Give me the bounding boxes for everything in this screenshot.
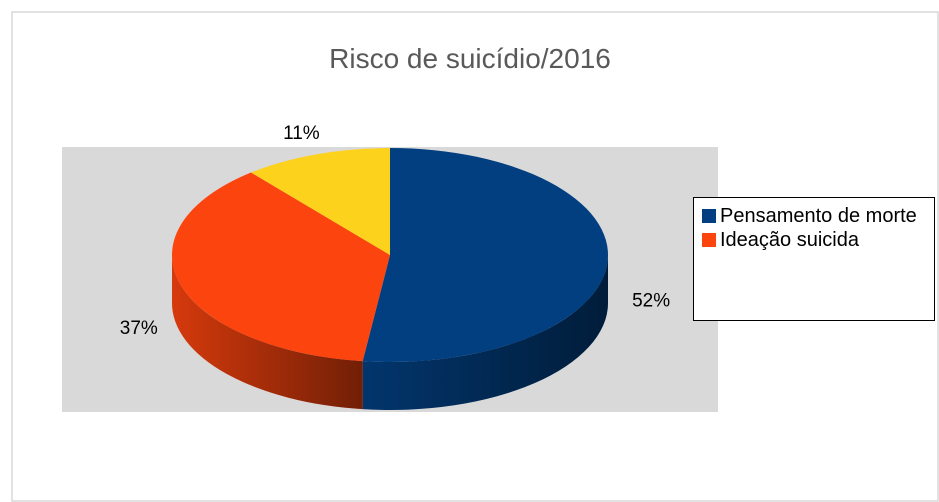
legend-swatch bbox=[702, 209, 716, 223]
slice bbox=[362, 148, 608, 362]
legend-label: Ideação suicida bbox=[720, 229, 859, 251]
legend-item: Pensamento de morte bbox=[702, 204, 926, 228]
legend-swatch bbox=[702, 233, 716, 247]
legend-label: Pensamento de morte bbox=[720, 205, 917, 227]
data-label: 52% bbox=[632, 290, 670, 311]
slice bbox=[251, 148, 390, 255]
data-label: 11% bbox=[283, 123, 320, 144]
data-label: 37% bbox=[120, 318, 158, 339]
legend-item: Ideação suicida bbox=[702, 228, 926, 252]
side-shade bbox=[362, 255, 608, 411]
slice bbox=[171, 172, 390, 362]
side-shade bbox=[172, 255, 363, 410]
chart-title: Risco de suicídio/2016 bbox=[329, 43, 611, 74]
legend: Pensamento de morte Ideação suicida bbox=[693, 197, 935, 321]
